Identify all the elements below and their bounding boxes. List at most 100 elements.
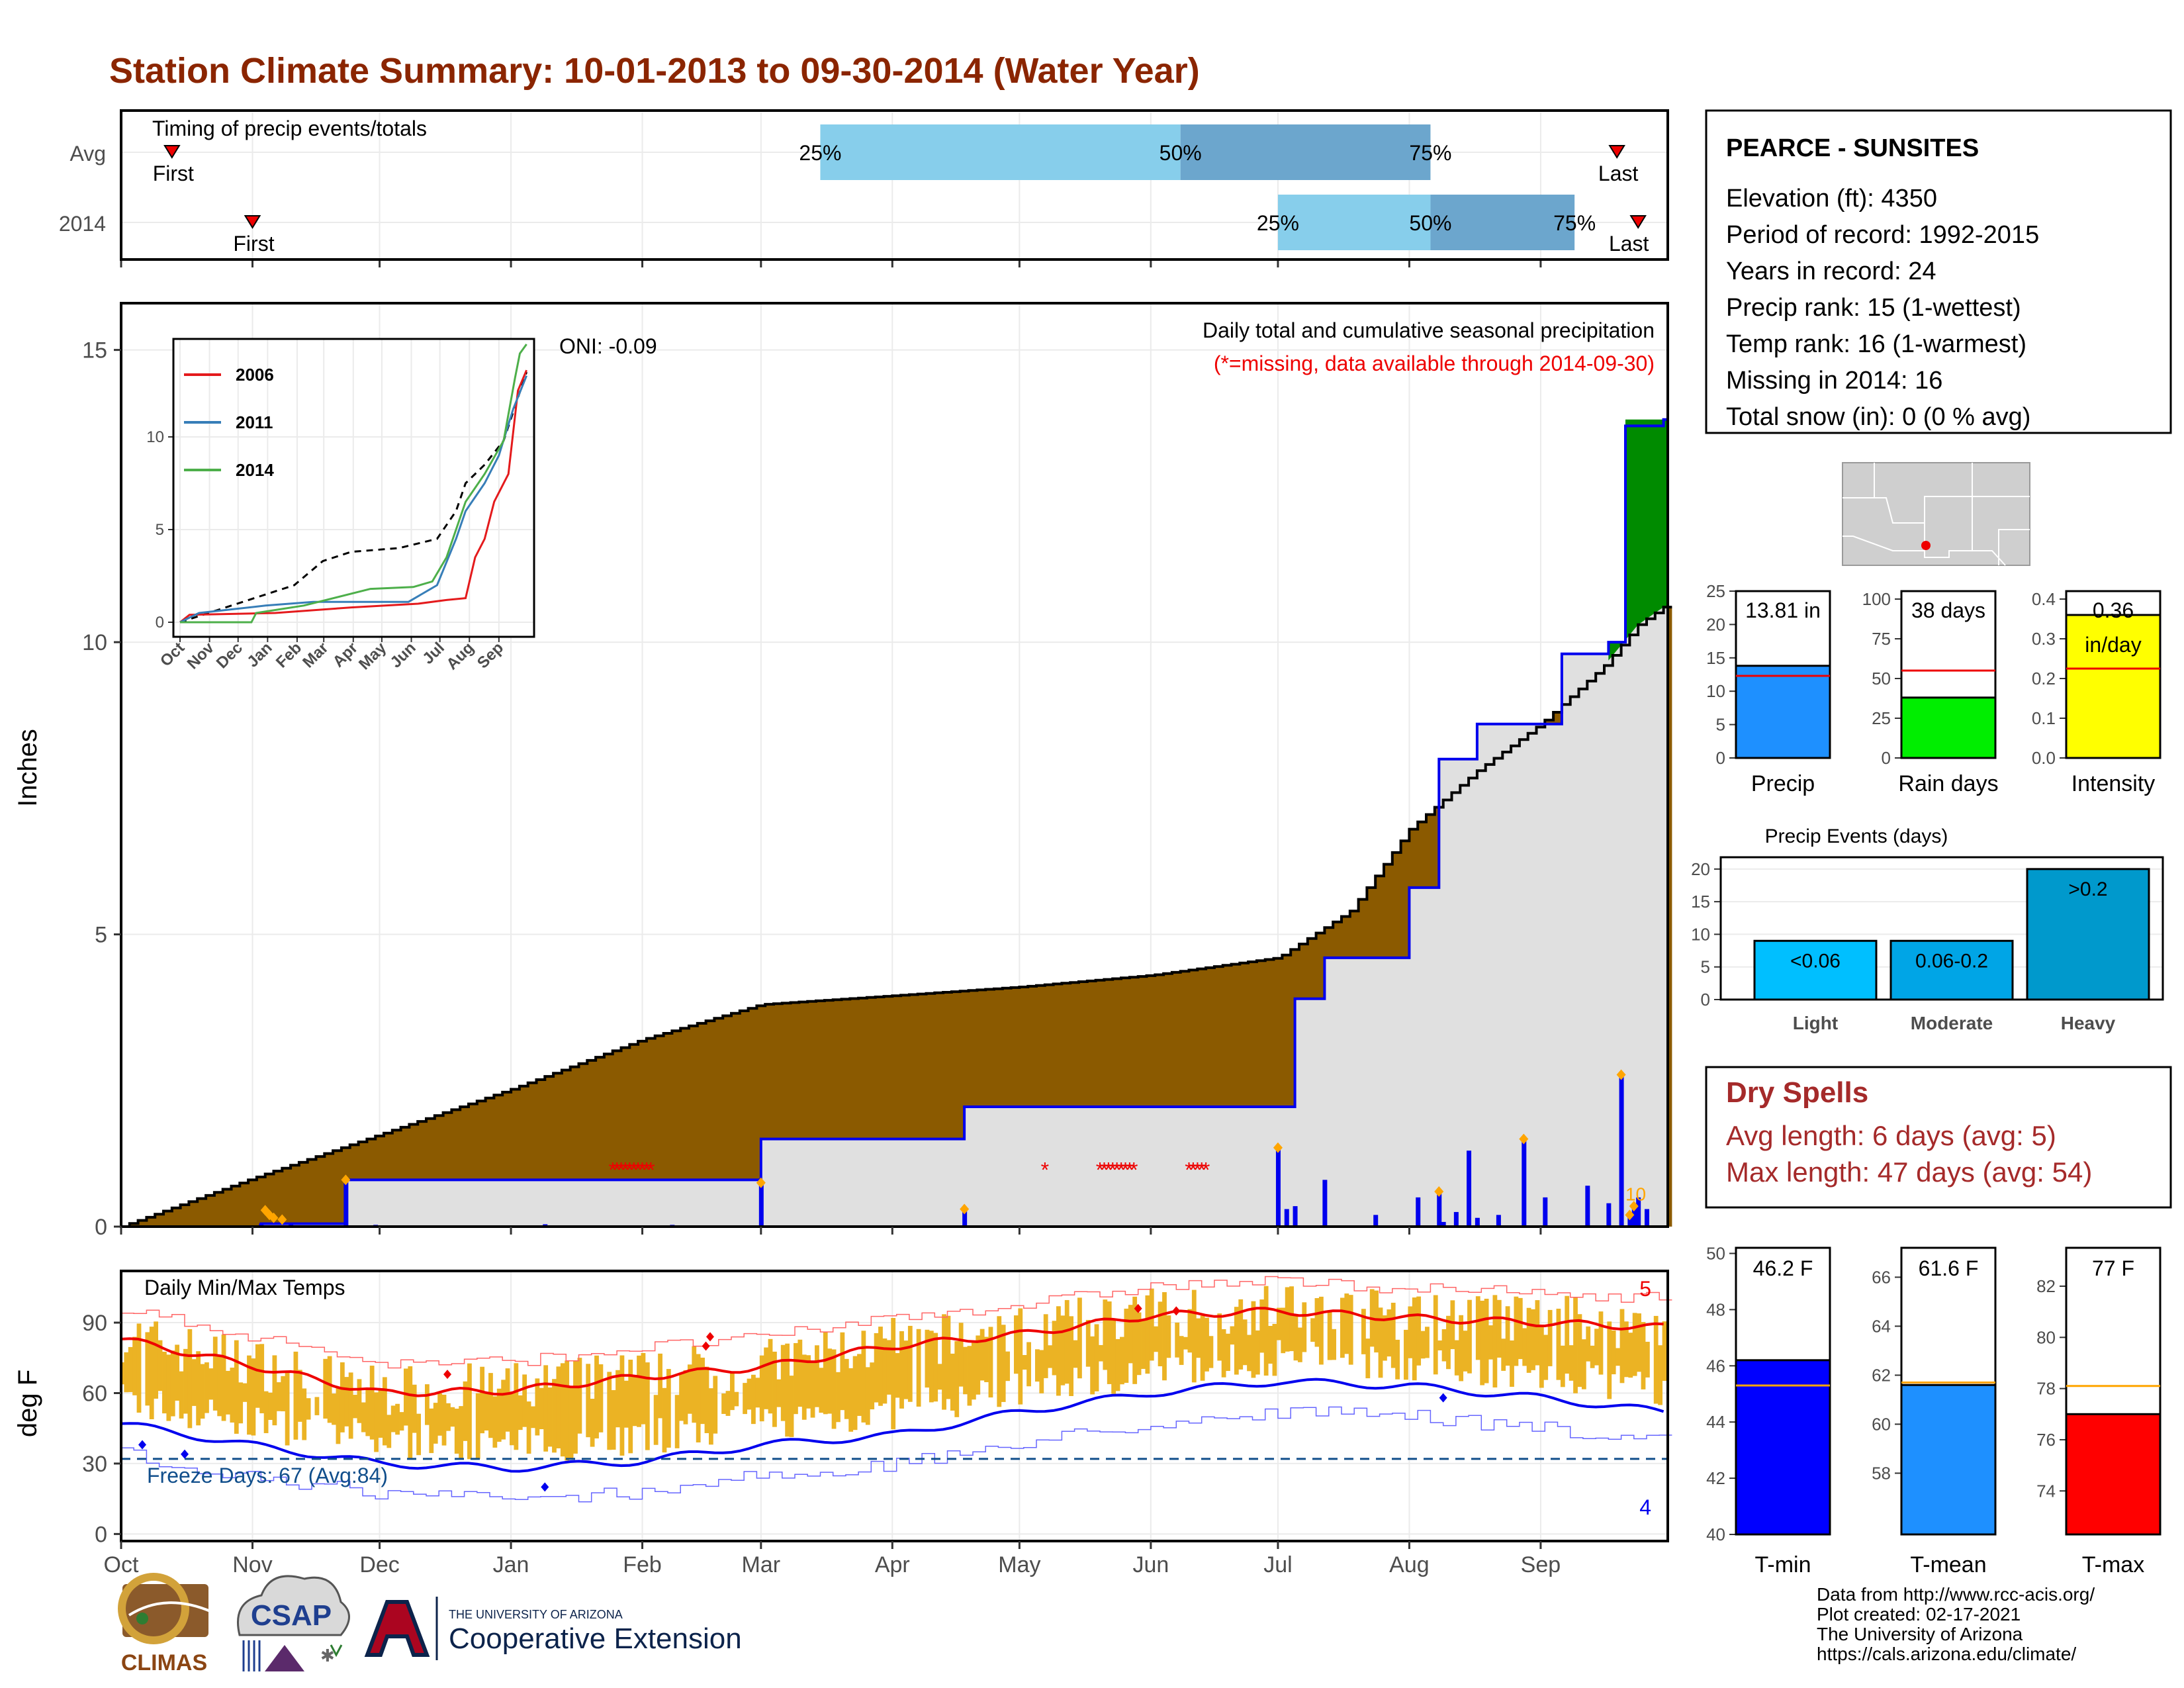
- summary-bars: 0 5 10 15 20 25 13.81 in Precip 0 25 50 75 100 38 day…: [1706, 581, 2161, 796]
- daily-temp-range-bar: [1191, 1289, 1197, 1383]
- daily-temp-range-bar: [780, 1344, 786, 1421]
- event-marker: [341, 1174, 351, 1186]
- daily-temp-range-bar: [1628, 1333, 1633, 1378]
- daily-temp-range-bar: [1619, 1309, 1625, 1383]
- csap-logo-text: CSAP: [251, 1599, 332, 1632]
- summary-bar-Precip: [1735, 665, 1831, 759]
- daily-temp-range-bar: [263, 1391, 269, 1434]
- daily-temp-range-bar: [230, 1368, 235, 1423]
- daily-temp-range-bar: [598, 1364, 604, 1432]
- daily-temp-range-bar: [937, 1364, 942, 1390]
- daily-temp-range-bar: [1060, 1315, 1066, 1385]
- daily-temp-range-bar: [149, 1327, 154, 1419]
- daily-temp-range-bar: [1560, 1345, 1565, 1387]
- event-marker: [756, 1177, 766, 1188]
- daily-precip-bar: [1522, 1139, 1527, 1227]
- daily-temp-range-bar: [1022, 1354, 1027, 1370]
- temp-summary-y-tick-label: 64: [1872, 1316, 1891, 1336]
- timing-row-label-2014: 2014: [59, 212, 106, 236]
- daily-temp-range-bar: [539, 1387, 544, 1430]
- daily-temp-range-bar: [378, 1389, 383, 1438]
- temp-summary-label: T-min: [1755, 1552, 1811, 1577]
- footer-institution: The University of Arizona: [1817, 1624, 2023, 1644]
- daily-temp-range-bar: [971, 1342, 976, 1400]
- daily-temp-range-bar: [1158, 1301, 1163, 1366]
- summary-y-tick-label: 15: [1706, 648, 1725, 668]
- daily-temp-range-bar: [615, 1370, 620, 1428]
- daily-temp-range-bar: [437, 1393, 443, 1436]
- daily-temp-range-bar: [272, 1355, 277, 1426]
- freeze-days: Freeze Days: 67 (Avg:84): [147, 1464, 388, 1487]
- daily-temp-range-bar: [1526, 1307, 1531, 1373]
- daily-temp-range-bar: [399, 1412, 404, 1431]
- temp-panel-title: Daily Min/Max Temps: [144, 1276, 345, 1299]
- daily-temp-range-bar: [369, 1366, 375, 1440]
- record-low-marker: [1439, 1393, 1447, 1403]
- daily-temp-range-bar: [205, 1362, 209, 1413]
- daily-temp-range-bar: [1514, 1296, 1519, 1366]
- daily-temp-range-bar: [1480, 1300, 1485, 1385]
- events-bar-Heavy: [2026, 868, 2150, 1001]
- temp-y-tick-label: 60: [82, 1381, 107, 1406]
- daily-temp-range-bar: [1187, 1309, 1193, 1353]
- temp-summary-y-tick-label: 46: [1706, 1356, 1725, 1376]
- precip-y-axis: 0 5 10 15: [82, 338, 1542, 1240]
- summary-y-tick-label: 50: [1872, 669, 1891, 688]
- daily-temp-range-bar: [1565, 1295, 1570, 1374]
- missing-day-mark: *: [608, 1158, 616, 1182]
- daily-temp-range-bar: [492, 1396, 498, 1448]
- daily-precip-bar: [1453, 1211, 1459, 1227]
- daily-temp-range-bar: [1094, 1324, 1099, 1391]
- svg-text:✱: ✱: [320, 1646, 335, 1665]
- csap-logo: CSAP ✱: [236, 1575, 350, 1671]
- inset-x-tick-label: Mar: [299, 639, 332, 671]
- month-tick-label: Dec: [359, 1552, 399, 1577]
- dry-spells-max: Max length: 47 days (avg: 54): [1726, 1156, 2092, 1188]
- daily-temp-range-bar: [658, 1353, 662, 1419]
- daily-temp-range-bar: [1586, 1326, 1591, 1362]
- daily-precip-bar: [1644, 1209, 1649, 1227]
- daily-precip-bar: [1284, 1209, 1289, 1227]
- daily-temp-range-bar: [1496, 1299, 1502, 1358]
- temp-summary-value: 46.2 F: [1753, 1256, 1813, 1280]
- daily-temp-range-bar: [1196, 1318, 1201, 1358]
- daily-temp-range-bar: [242, 1383, 248, 1402]
- daily-temp-range-bar: [484, 1391, 489, 1431]
- daily-temp-range-bar: [815, 1345, 819, 1407]
- ua-logo-top-text: THE UNIVERSITY OF ARIZONA: [449, 1608, 623, 1621]
- daily-temp-range-bar: [1425, 1327, 1430, 1358]
- events-bar-text: 0.06-0.2: [1915, 950, 1988, 972]
- daily-temp-range-bar: [984, 1336, 989, 1382]
- timing-bar-q50-q75: [1180, 124, 1431, 180]
- record-low-marker: [181, 1449, 189, 1459]
- daily-temp-range-bar: [1234, 1307, 1239, 1375]
- precip-y-tick-label: 10: [82, 630, 107, 655]
- summary-y-tick-label: 0: [1882, 748, 1891, 768]
- precip-frame: [120, 302, 1669, 1228]
- daily-temp-range-bar: [861, 1331, 866, 1423]
- ua-logo-main-text: Cooperative Extension: [449, 1622, 742, 1655]
- daily-temp-range-bar: [403, 1368, 408, 1426]
- timing-label-75: 75%: [1553, 211, 1596, 235]
- daily-temp-range-bar: [1577, 1314, 1582, 1387]
- daily-temp-range-bar: [903, 1340, 909, 1399]
- daily-temp-range-bar: [1064, 1299, 1069, 1384]
- daily-precip-bar: [1636, 1197, 1641, 1227]
- missing-day-mark: *: [1202, 1158, 1210, 1182]
- month-tick-label: Mar: [742, 1552, 781, 1577]
- daily-temp-range-bar: [1107, 1301, 1112, 1384]
- map-state-lines: [1843, 463, 2030, 566]
- daily-temp-range-bar: [979, 1329, 985, 1381]
- daily-temp-range-bar: [794, 1342, 798, 1415]
- missing-day-mark: *: [1197, 1158, 1205, 1182]
- inset-y-tick-label: 0: [156, 614, 164, 632]
- daily-temp-range-bar: [1658, 1345, 1662, 1405]
- daily-temp-range-bar: [967, 1346, 972, 1406]
- first-event-label: First: [233, 232, 274, 256]
- station-period: Period of record: 1992-2015: [1726, 221, 2039, 249]
- daily-precip-bar: [289, 1223, 294, 1227]
- daily-precip-bar: [259, 1223, 264, 1227]
- oni-value: ONI: -0.09: [559, 334, 657, 358]
- precip-events-chart: Precip Events (days) 05101520<0.06Light0…: [1691, 825, 2164, 1033]
- station-years: Years in record: 24: [1726, 258, 1936, 285]
